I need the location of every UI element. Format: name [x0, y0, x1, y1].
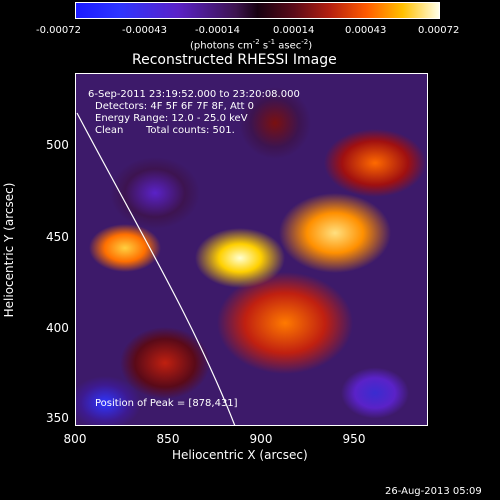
- colorbar-tick-label: -0.00043: [122, 25, 167, 36]
- time-range-text: 6-Sep-2011 23:19:52.000 to 23:20:08.000: [88, 89, 300, 100]
- solar-limb-line: [76, 112, 236, 426]
- y-tick-label: 450: [46, 230, 69, 244]
- x-tick-label: 950: [342, 432, 366, 446]
- energy-range-text: Energy Range: 12.0 - 25.0 keV: [95, 113, 248, 124]
- x-tick-label: 850: [156, 432, 180, 446]
- y-tick-label: 350: [46, 411, 69, 425]
- algorithm-text: Clean: [95, 125, 124, 136]
- colorbar-unit-label: (photons cm-2 s-1 asec-2): [190, 38, 313, 52]
- x-tick-label: 900: [249, 432, 273, 446]
- colorbar-tick-label: 0.00014: [273, 25, 315, 36]
- y-tick-label: 500: [46, 138, 69, 152]
- plot-frame: [75, 73, 428, 426]
- detectors-text: Detectors: 4F 5F 6F 7F 8F, Att 0: [95, 101, 255, 112]
- x-axis-label: Heliocentric X (arcsec): [172, 448, 308, 462]
- colorbar-tick-label: 0.00043: [345, 25, 387, 36]
- rhessi-image: [75, 73, 428, 426]
- y-axis-label: Heliocentric Y (arcsec): [2, 182, 16, 318]
- total-counts-text: Total counts: 501.: [146, 125, 235, 136]
- image-title: Reconstructed RHESSI Image: [132, 52, 337, 68]
- colorbar: [75, 2, 440, 19]
- x-tick-label: 800: [63, 432, 87, 446]
- peak-position-text: Position of Peak = [878,431]: [95, 398, 238, 409]
- y-tick-label: 400: [46, 321, 69, 335]
- colorbar-tick-label: 0.00072: [418, 25, 460, 36]
- colorbar-tick-label: -0.00072: [36, 25, 81, 36]
- colorbar-tick-label: -0.00014: [195, 25, 240, 36]
- footer-timestamp: 26-Aug-2013 05:09: [385, 486, 482, 497]
